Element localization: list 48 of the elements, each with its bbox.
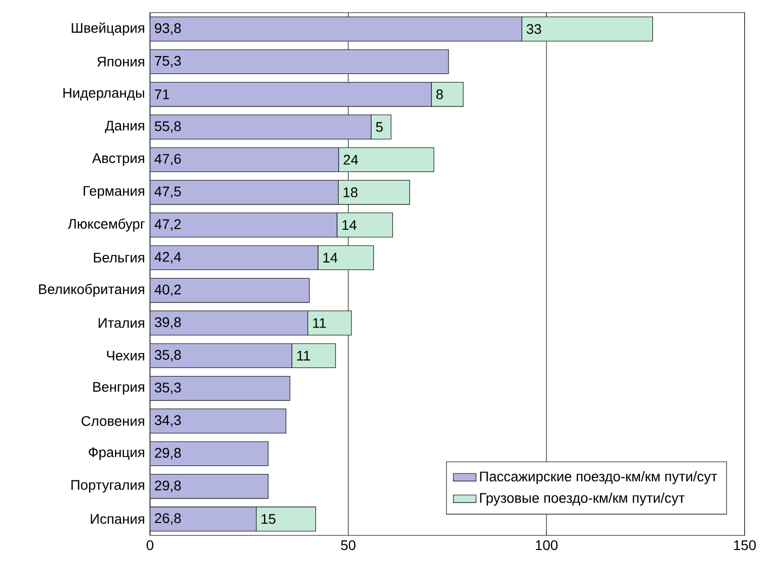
- data-label: 71: [154, 90, 170, 100]
- data-label: 47,2: [154, 219, 181, 231]
- data-label: 26,8: [154, 513, 181, 525]
- y-tick-label: Словения: [82, 416, 144, 426]
- y-tick-label: Чехия: [107, 350, 144, 361]
- data-label: 47,5: [154, 186, 181, 198]
- data-label: 34,3: [154, 415, 181, 427]
- x-tick-label: 50: [341, 540, 356, 550]
- y-tick-label: Португалия: [71, 480, 144, 493]
- x-tick-label: 100: [536, 540, 558, 550]
- y-tick-label: Дания: [104, 120, 144, 134]
- data-label: 15: [262, 514, 276, 524]
- y-tick-label: Италия: [98, 318, 144, 328]
- data-label: 5: [376, 122, 383, 132]
- data-label: 14: [323, 252, 338, 262]
- x-tick-label: 0: [146, 540, 154, 550]
- data-label: 39,8: [154, 317, 181, 329]
- y-tick-label: Япония: [97, 56, 144, 67]
- data-label: 11: [313, 318, 326, 328]
- data-label: 18: [344, 187, 358, 198]
- data-label: 14: [342, 220, 356, 230]
- y-tick-label: Люксембург: [68, 218, 145, 232]
- data-label: 55,8: [154, 121, 181, 133]
- data-label: 11: [297, 350, 310, 360]
- data-label: 35,3: [154, 382, 181, 394]
- y-tick-label: Австрия: [92, 153, 144, 166]
- legend-label: Пассажирские поездо-км/км пути/сут: [480, 471, 718, 484]
- data-label: 75,3: [154, 56, 181, 68]
- data-label: 29,8: [154, 448, 181, 460]
- data-label: 42,4: [154, 252, 181, 264]
- data-label: 33: [526, 24, 542, 34]
- y-tick-label: Венгрия: [93, 382, 144, 395]
- data-label: 8: [436, 89, 443, 100]
- data-label: 29,8: [154, 480, 181, 492]
- legend-label: Грузовые поездо-км/км пути/сут: [480, 492, 685, 506]
- y-tick-label: Швейцария: [72, 22, 144, 36]
- y-tick-label: Франция: [88, 447, 144, 460]
- x-tick-label: 150: [734, 540, 756, 550]
- y-tick-label: Бельгия: [94, 252, 144, 263]
- data-label: 24: [344, 154, 358, 165]
- data-label: 35,8: [154, 350, 181, 362]
- data-label: 47,6: [154, 154, 181, 166]
- data-label: 40,2: [154, 284, 181, 296]
- y-tick-label: Германия: [84, 186, 144, 199]
- y-tick-label: Испания: [90, 514, 144, 524]
- y-tick-label: Великобритания: [39, 284, 144, 297]
- y-tick-label: Нидерланды: [63, 88, 144, 101]
- data-label: 93,8: [154, 23, 181, 35]
